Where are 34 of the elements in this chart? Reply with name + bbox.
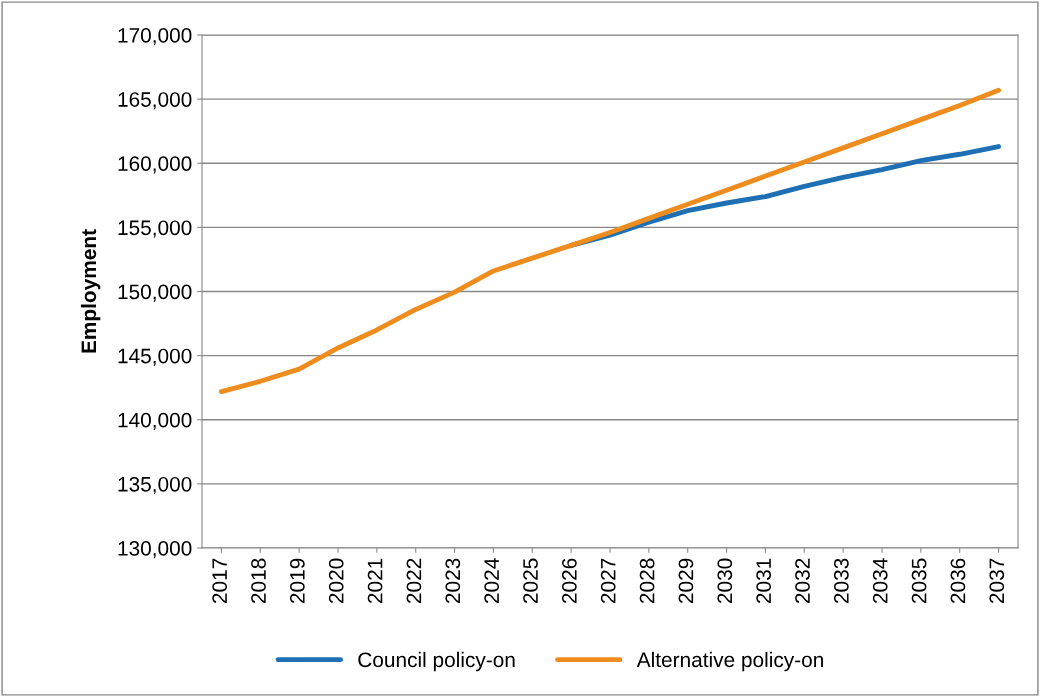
y-axis-title: Employment (80, 229, 101, 353)
x-tick-label: 2034 (872, 558, 888, 604)
x-tick-label: 2017 (212, 558, 228, 604)
x-tick-label: 2022 (406, 558, 422, 604)
x-tick-label: 2020 (328, 558, 344, 604)
x-tick-label: 2035 (911, 558, 927, 604)
x-tick-label: 2018 (251, 558, 266, 604)
legend-label: Alternative policy-on (636, 651, 823, 672)
x-tick-label: 2032 (795, 558, 810, 604)
y-tick-label: 140,000 (118, 412, 192, 430)
y-tick-label: 145,000 (118, 348, 192, 366)
x-tick-label: 2026 (561, 558, 577, 604)
y-tick-label: 155,000 (118, 220, 192, 238)
x-tick-label: 2033 (833, 558, 849, 604)
x-tick-label: 2031 (756, 558, 772, 604)
x-tick-label: 2025 (523, 558, 538, 604)
line-series (219, 87, 1001, 394)
y-tick-label: 160,000 (118, 156, 192, 174)
y-tick-label: 165,000 (118, 92, 192, 110)
x-tick-label: 2037 (989, 558, 1005, 604)
y-tick-label: 135,000 (118, 476, 192, 495)
y-tick-label: 150,000 (118, 284, 192, 302)
x-tick-label: 2027 (600, 558, 616, 604)
x-tick-label: 2029 (678, 558, 694, 604)
legend-label: Council policy-on (358, 651, 515, 672)
x-tick-label: 2023 (445, 558, 461, 604)
y-tick-label: 170,000 (118, 28, 192, 46)
x-tick-label: 2019 (289, 558, 305, 604)
x-tick-label: 2024 (484, 558, 500, 604)
x-tick-label: 2028 (639, 558, 655, 604)
x-tick-label: 2036 (950, 558, 966, 604)
x-tick-label: 2021 (367, 558, 383, 604)
y-tick-label: 130,000 (118, 541, 192, 559)
x-tick-label: 2030 (717, 558, 733, 604)
